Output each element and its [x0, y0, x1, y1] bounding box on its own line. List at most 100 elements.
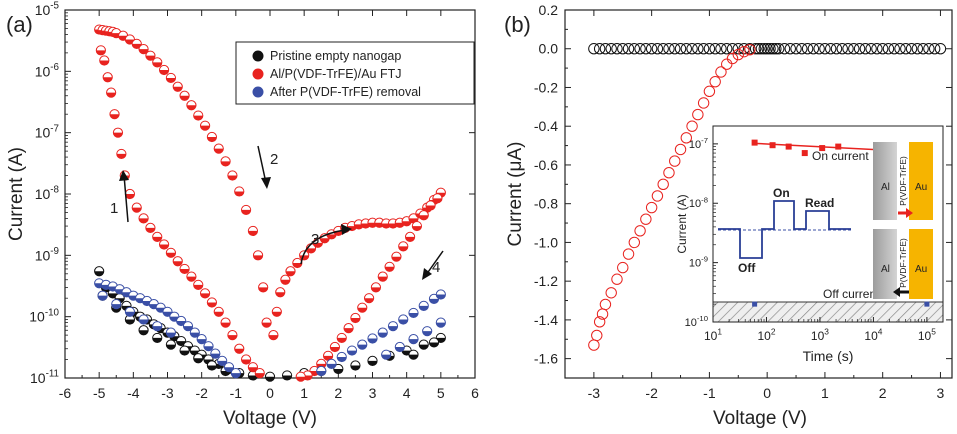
a-x-tick-label: -6 — [59, 385, 72, 401]
a-point-series-2 — [210, 348, 221, 359]
b-point-series-0 — [934, 43, 947, 55]
a-point-series-1 — [432, 193, 443, 204]
inset-on-current-label: On current — [812, 149, 869, 163]
b-point-series-1 — [744, 44, 756, 56]
b-point-series-0 — [917, 43, 929, 55]
arrow-2 — [257, 145, 267, 184]
arrow-3 — [300, 229, 346, 265]
inset-y-tick-label: 10-7 — [689, 136, 708, 151]
a-point-series-1 — [398, 241, 409, 252]
b-point-series-1 — [738, 45, 750, 58]
arrow-3-head — [341, 224, 352, 235]
pulse-read-label: Read — [805, 196, 834, 210]
panel-b: (b) -3 -2 -1 0 1 2 3 0.2 0.0 -0.2 -0.4 -0.6 -0.8 -1.… — [504, 2, 953, 429]
a-point-series-2 — [217, 355, 228, 367]
b-point-series-0 — [622, 43, 635, 55]
inset-off-current-label: Off current — [823, 287, 880, 301]
a-point-series-2 — [394, 341, 405, 353]
a-point-series-2 — [418, 300, 429, 311]
b-y-tick-label: -0.6 — [534, 157, 558, 173]
b-point-series-0 — [848, 43, 860, 55]
b-point-series-1 — [663, 166, 675, 179]
a-x-tick-label: -2 — [195, 385, 208, 401]
b-point-series-1 — [628, 236, 641, 249]
inset-chart: 101 102 103 104 105 10-10 10-9 10-8 10-7 Time (… — [675, 125, 944, 364]
a-x-tick-label: 4 — [403, 385, 411, 401]
b-point-series-1 — [657, 178, 669, 191]
inset-y-tick-label: 10-9 — [689, 255, 708, 270]
panel-a-x-ticks: -6 -5 -4 -3 -2 -1 0 1 2 3 4 5 6 — [59, 10, 479, 401]
b-point-series-0 — [628, 43, 641, 55]
b-point-series-1 — [732, 48, 744, 61]
a-point-series-0 — [350, 360, 361, 371]
b-point-series-0 — [755, 43, 768, 55]
a-point-series-1 — [199, 288, 211, 299]
b-point-series-0 — [617, 43, 629, 55]
annotation-3: 3 — [311, 231, 319, 248]
a-point-series-1 — [145, 50, 156, 61]
a-point-series-0 — [138, 325, 149, 336]
b-point-series-0 — [761, 43, 773, 55]
a-x-tick-label: 5 — [437, 385, 445, 401]
b-point-series-0 — [749, 43, 762, 55]
a-point-series-2 — [189, 327, 200, 338]
a-point-series-2 — [165, 327, 177, 338]
a-point-series-2 — [387, 321, 399, 332]
b-point-series-1 — [605, 287, 617, 299]
b-point-series-0 — [634, 43, 646, 55]
inset-x-tick-label: 105 — [918, 327, 936, 343]
a-point-series-1 — [240, 354, 252, 365]
inset-on-point — [835, 143, 842, 150]
a-point-series-2 — [111, 299, 122, 310]
a-point-series-1 — [152, 57, 163, 68]
b-point-series-0 — [830, 43, 843, 55]
b-point-series-1 — [680, 132, 692, 144]
a-point-series-1 — [227, 330, 238, 341]
b-point-series-0 — [796, 43, 808, 55]
b-point-series-1 — [634, 225, 646, 237]
a-point-series-2 — [398, 314, 409, 325]
a-point-series-0 — [179, 345, 190, 356]
b-point-series-0 — [778, 43, 791, 55]
a-point-series-2 — [408, 334, 419, 345]
a-point-series-1 — [271, 306, 282, 317]
a-point-series-2 — [182, 321, 194, 332]
a-point-series-1 — [186, 100, 197, 111]
a-point-series-0 — [428, 337, 440, 348]
a-point-series-1 — [254, 368, 265, 379]
panel-a-label: (a) — [6, 12, 33, 37]
device-off-polymer-layer — [897, 229, 909, 299]
b-point-series-1 — [622, 248, 635, 260]
b-point-series-0 — [640, 43, 652, 55]
b-x-tick-label: 2 — [879, 385, 887, 401]
b-point-series-1 — [588, 339, 600, 351]
a-point-series-0 — [165, 339, 177, 350]
device-schematic-on: Al Au P(VDF-TrFE) — [873, 142, 933, 220]
arrow-1-head — [119, 170, 129, 181]
b-point-series-0 — [703, 43, 716, 55]
b-point-series-0 — [732, 43, 744, 55]
a-point-series-1 — [370, 282, 382, 293]
a-point-series-1 — [95, 45, 106, 56]
legend-marker-removal — [252, 86, 264, 98]
annotation-1: 1 — [110, 200, 118, 217]
b-point-series-1 — [686, 120, 698, 132]
a-point-series-0 — [264, 371, 276, 382]
panel-b-plot-frame — [564, 9, 953, 379]
inset-on-point — [751, 139, 758, 146]
a-point-series-0 — [418, 339, 429, 350]
b-y-tick-label: -0.4 — [534, 118, 558, 134]
a-point-series-0 — [193, 353, 204, 364]
a-point-series-0 — [152, 332, 163, 344]
a-point-series-1 — [131, 202, 142, 213]
a-point-series-1 — [234, 343, 245, 354]
a-x-tick-label: -5 — [93, 385, 106, 401]
legend-label-pristine: Pristine empty nanogap — [270, 49, 401, 63]
b-point-series-0 — [784, 43, 796, 55]
a-point-series-1 — [261, 317, 272, 328]
a-point-series-2 — [326, 358, 337, 369]
a-x-tick-label: 2 — [334, 385, 342, 401]
annotation-2: 2 — [270, 151, 278, 168]
b-point-series-1 — [591, 329, 603, 342]
inset-x-tick-label: 101 — [704, 327, 722, 343]
